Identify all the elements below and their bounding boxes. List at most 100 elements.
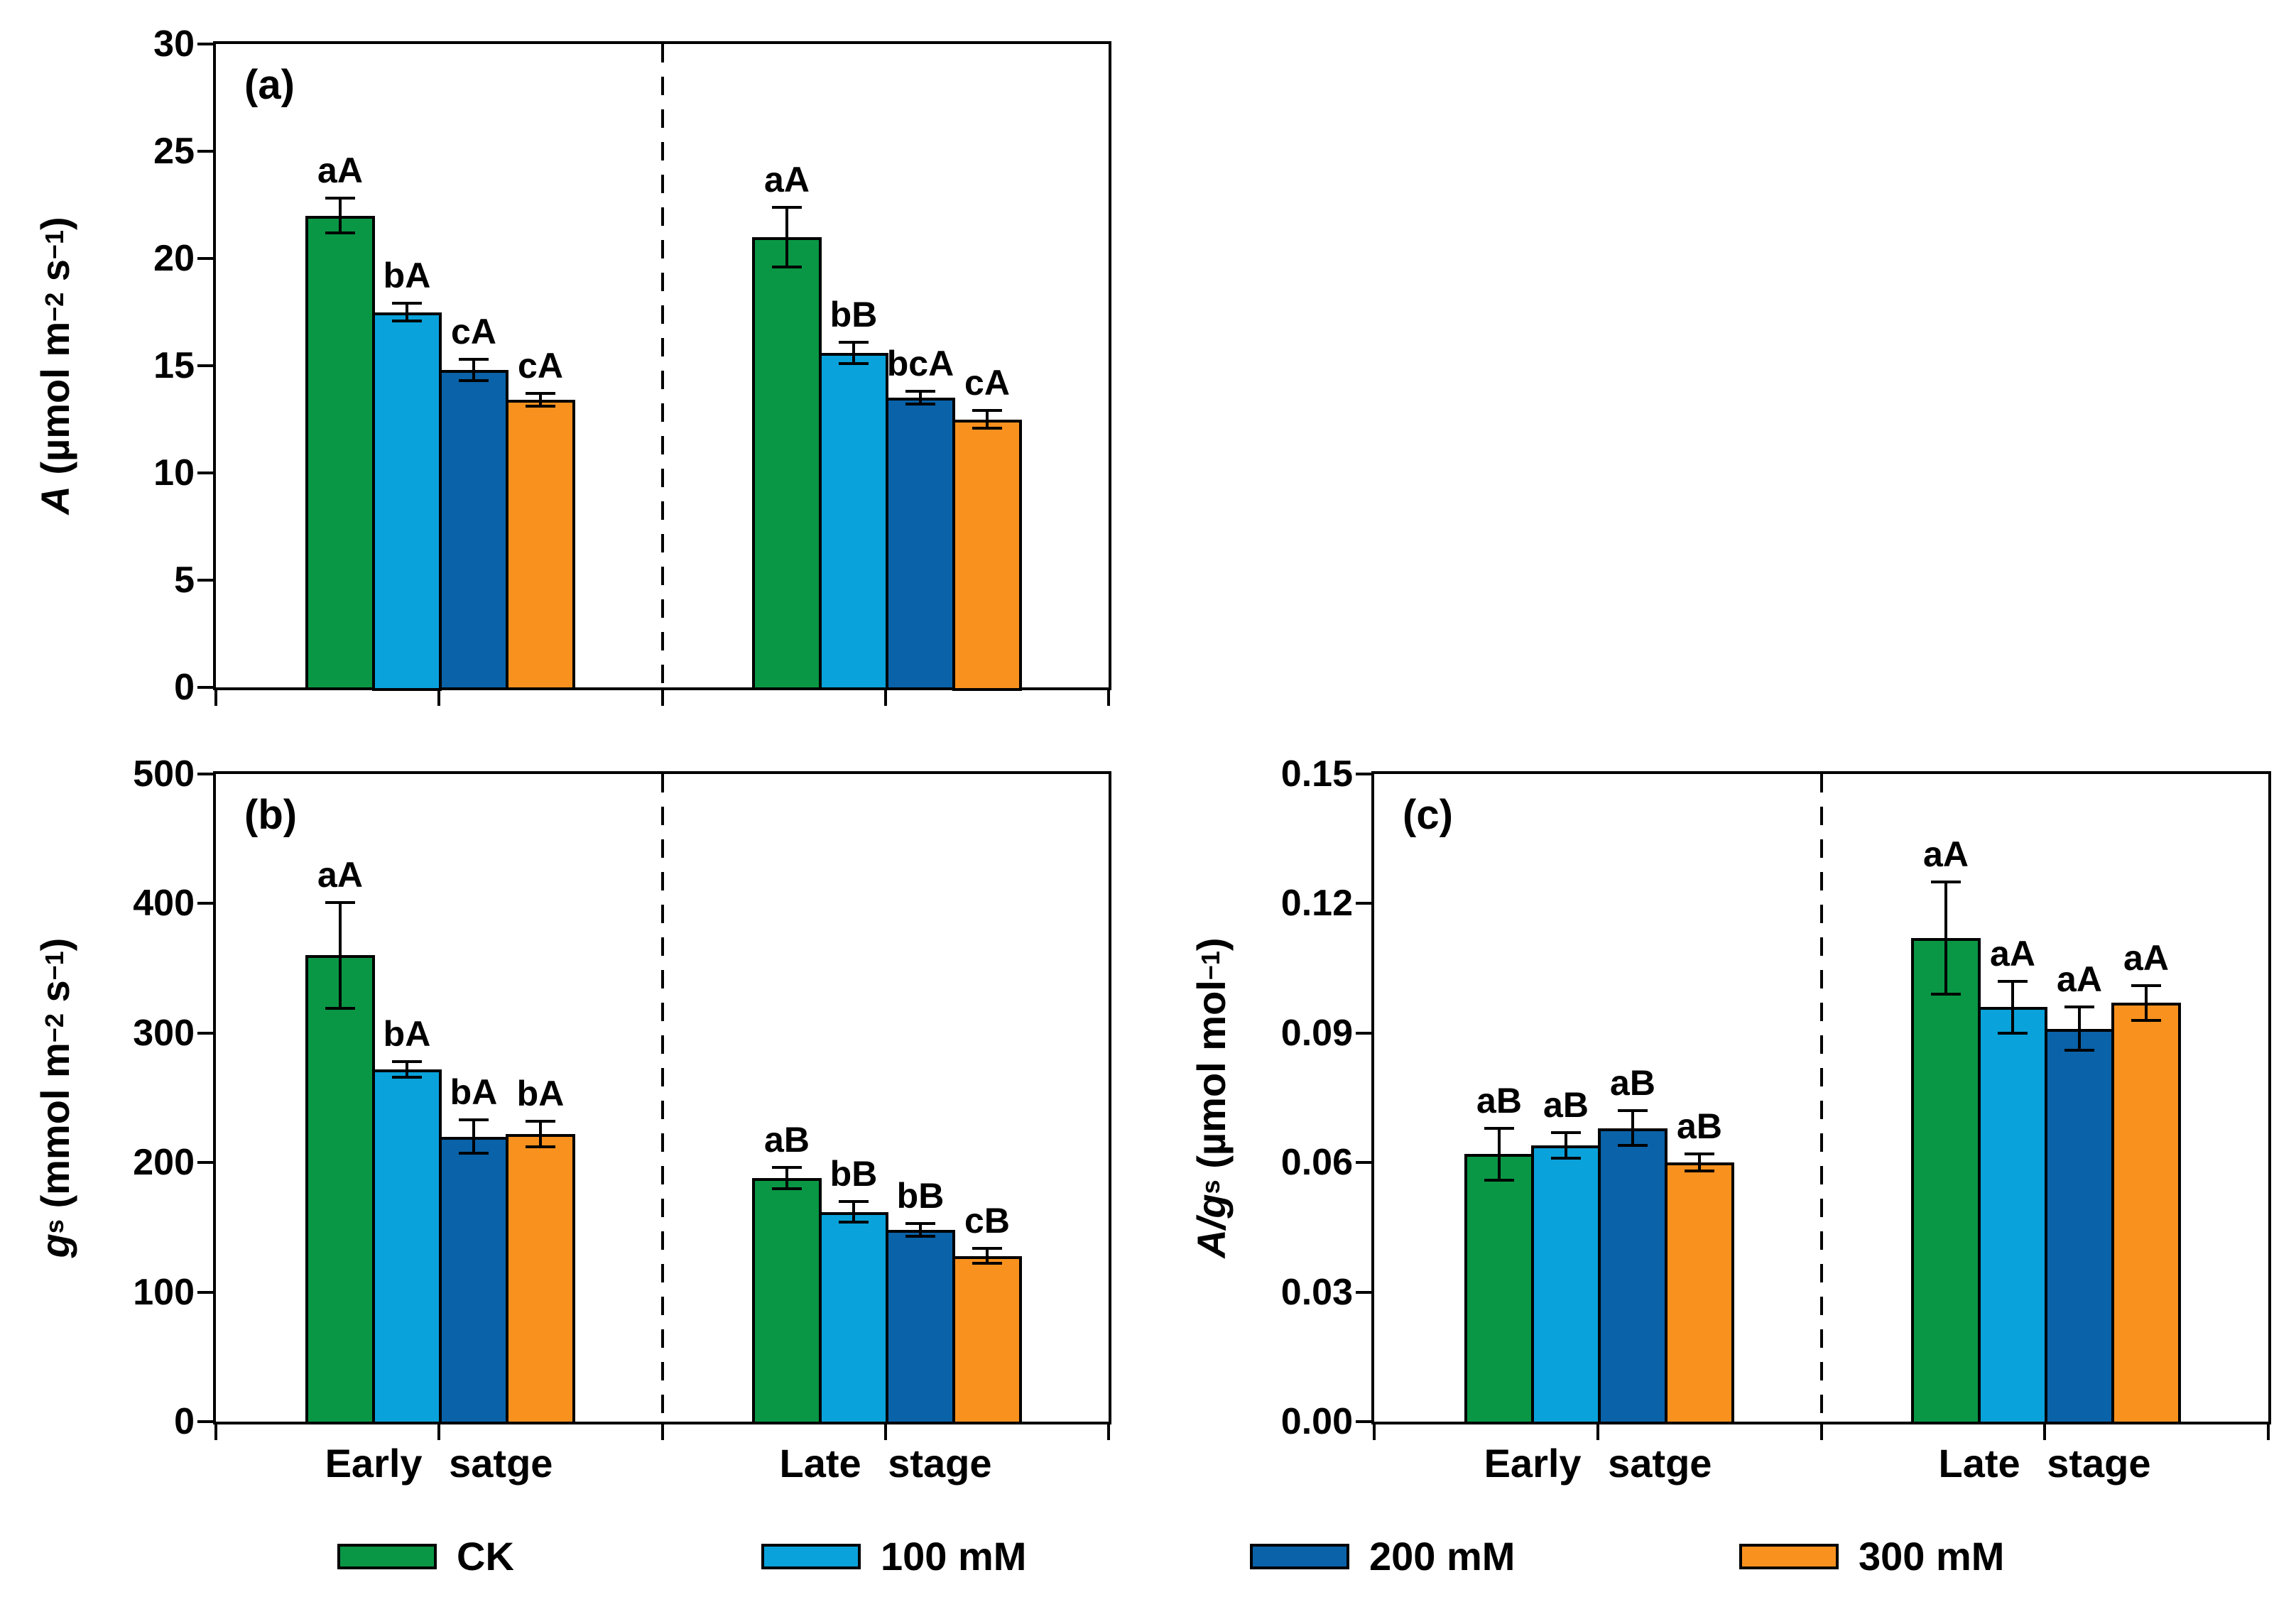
error-bar-cap-bottom — [1931, 993, 1961, 996]
y-tick — [197, 257, 213, 260]
x-tick — [1820, 1424, 1823, 1440]
bar-300-mm-late — [952, 1256, 1022, 1424]
y-tick — [1356, 1032, 1371, 1035]
y-tick-label: 0.00 — [1280, 1401, 1353, 1442]
legend-label-ck: CK — [457, 1534, 514, 1579]
y-tick-label: 300 — [133, 1013, 195, 1054]
error-bar-cap-top — [459, 358, 489, 361]
significance-letter: bA — [383, 256, 431, 295]
bar-ck-late — [1911, 938, 1981, 1424]
bar-200-mm-late — [886, 1230, 955, 1424]
significance-letter: aB — [1476, 1081, 1522, 1121]
significance-letter: aB — [1610, 1063, 1655, 1103]
bar-200-mm-early — [439, 370, 508, 690]
error-bar-cap-top — [2131, 984, 2161, 987]
y-unit: (µmol mol — [1188, 980, 1234, 1180]
significance-letter: bB — [829, 1154, 878, 1194]
error-bar-cap-top — [325, 901, 355, 904]
error-bar-cap-top — [772, 206, 802, 209]
error-bar-line — [919, 1224, 922, 1236]
y-tick-label: 200 — [133, 1142, 195, 1183]
significance-letter: cA — [964, 363, 1010, 403]
error-bar-line — [1944, 882, 1947, 994]
panel-c-category-late: Late stage — [1938, 1441, 2151, 1486]
error-bar-cap-bottom — [325, 1007, 355, 1010]
y-var: g — [32, 1233, 77, 1258]
y-tick — [197, 472, 213, 474]
error-bar-line — [539, 393, 542, 406]
bar-300-mm-early — [1665, 1162, 1734, 1424]
error-bar-line — [852, 1202, 855, 1222]
bar-100-mm-early — [1531, 1145, 1601, 1424]
error-bar-cap-bottom — [772, 266, 802, 268]
panel-c-y-axis-title: A/g s (µmol mol −1) — [1188, 937, 1234, 1258]
y-tick-label: 100 — [133, 1272, 195, 1313]
x-tick — [437, 690, 440, 706]
y-tick — [197, 1291, 213, 1294]
error-bar-cap-top — [839, 341, 869, 344]
y-tick-label: 400 — [133, 883, 195, 924]
significance-letter: bA — [383, 1014, 431, 1054]
error-bar-cap-bottom — [459, 379, 489, 382]
y-tick — [197, 150, 213, 153]
y-unit: ) — [32, 217, 77, 231]
error-bar-cap-bottom — [2131, 1019, 2161, 1022]
bar-300-mm-early — [506, 400, 575, 690]
significance-letter: aA — [317, 855, 363, 895]
bar-ck-late — [752, 237, 822, 690]
x-tick — [661, 690, 664, 706]
significance-letter: cA — [518, 346, 563, 386]
y-tick-label: 0 — [174, 1401, 195, 1442]
legend-swatch-200-mm — [1250, 1544, 1349, 1569]
x-tick — [1107, 1424, 1110, 1440]
y-tick — [197, 364, 213, 367]
y-unit: s — [32, 259, 77, 293]
error-bar-line — [986, 1248, 989, 1264]
legend-label-200-mm: 200 mM — [1369, 1534, 1516, 1579]
legend-swatch-300-mm — [1739, 1544, 1839, 1569]
error-bar-cap-bottom — [1685, 1170, 1714, 1172]
y-tick — [197, 686, 213, 689]
bar-100-mm-early — [372, 1069, 442, 1424]
error-bar-cap-bottom — [905, 403, 935, 405]
x-tick — [1107, 690, 1110, 706]
error-bar-cap-bottom — [839, 362, 869, 365]
error-bar-line — [339, 903, 342, 1009]
panel-c-category-early: Early satge — [1484, 1441, 1712, 1486]
error-bar-cap-top — [1931, 881, 1961, 883]
error-bar-line — [785, 207, 788, 268]
significance-letter: aA — [2057, 959, 2102, 999]
error-bar-cap-bottom — [905, 1235, 935, 1238]
x-tick — [214, 1424, 217, 1440]
error-bar-line — [2078, 1007, 2081, 1050]
error-bar-cap-top — [972, 409, 1002, 412]
y-tick — [1356, 1161, 1371, 1164]
panel-c-plot-frame — [1371, 771, 2271, 1424]
error-bar-line — [1498, 1128, 1501, 1180]
significance-letter: bA — [516, 1074, 565, 1113]
y-tick-label: 500 — [133, 753, 195, 795]
y-tick-label: 0.09 — [1280, 1013, 1353, 1054]
error-bar-line — [852, 342, 855, 364]
error-bar-line — [472, 359, 475, 381]
significance-letter: aB — [764, 1120, 810, 1160]
error-bar-line — [986, 410, 989, 427]
bar-ck-late — [752, 1178, 822, 1424]
error-bar-line — [785, 1167, 788, 1188]
y-tick — [1356, 1420, 1371, 1423]
legend-swatch-100-mm — [761, 1544, 861, 1569]
bar-ck-early — [305, 216, 375, 690]
significance-letter: aA — [317, 151, 363, 190]
x-tick — [661, 1424, 664, 1440]
error-bar-cap-top — [526, 1120, 555, 1123]
bar-200-mm-early — [439, 1137, 508, 1424]
significance-letter: bcA — [886, 344, 954, 383]
y-var: A — [32, 486, 77, 515]
x-tick — [437, 1424, 440, 1440]
y-tick — [197, 902, 213, 905]
bar-300-mm-late — [952, 420, 1022, 691]
x-tick — [884, 690, 887, 706]
error-bar-line — [1698, 1154, 1701, 1171]
x-tick — [1596, 1424, 1599, 1440]
